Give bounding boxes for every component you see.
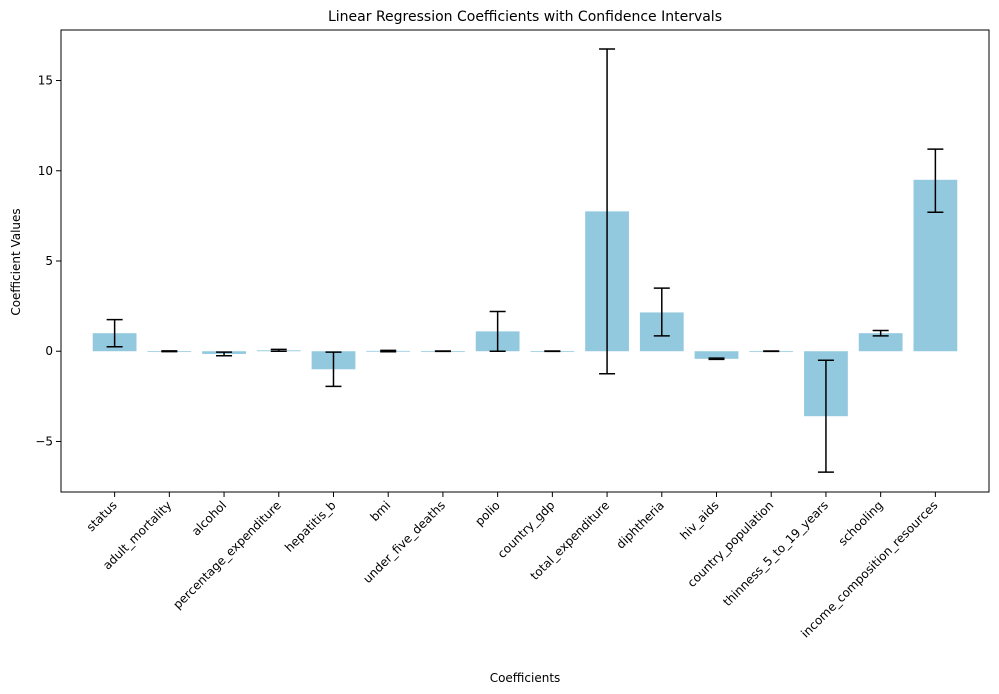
x-tick-label-status: status bbox=[84, 498, 120, 534]
x-tick-label-bmi: bmi bbox=[367, 498, 393, 524]
y-tick-label-0: 0 bbox=[45, 344, 53, 358]
x-tick-label-thinness_5_to_19_years: thinness_5_to_19_years bbox=[720, 498, 831, 609]
y-tick-label-10: 10 bbox=[38, 164, 53, 178]
x-tick-label-polio: polio bbox=[472, 498, 502, 528]
y-tick-label-5: 5 bbox=[45, 254, 53, 268]
x-tick-label-hiv_aids: hiv_aids bbox=[677, 498, 721, 542]
x-tick-label-alcohol: alcohol bbox=[189, 498, 229, 538]
x-tick-label-percentage_expenditure: percentage_expenditure bbox=[170, 498, 284, 612]
bar-schooling bbox=[858, 333, 903, 352]
x-tick-label-schooling: schooling bbox=[836, 498, 886, 548]
bar-hiv_aids bbox=[694, 351, 739, 359]
y-tick-label-15: 15 bbox=[38, 74, 53, 88]
plot-frame bbox=[60, 29, 990, 493]
chart-title: Linear Regression Coefficients with Conf… bbox=[328, 9, 722, 25]
y-tick-label--5: −5 bbox=[35, 434, 53, 448]
x-tick-label-diphtheria: diphtheria bbox=[614, 498, 667, 551]
x-axis-label: Coefficients bbox=[490, 671, 561, 685]
x-tick-label-hepatitis_b: hepatitis_b bbox=[282, 498, 339, 555]
y-axis-label: Coefficient Values bbox=[9, 208, 23, 315]
